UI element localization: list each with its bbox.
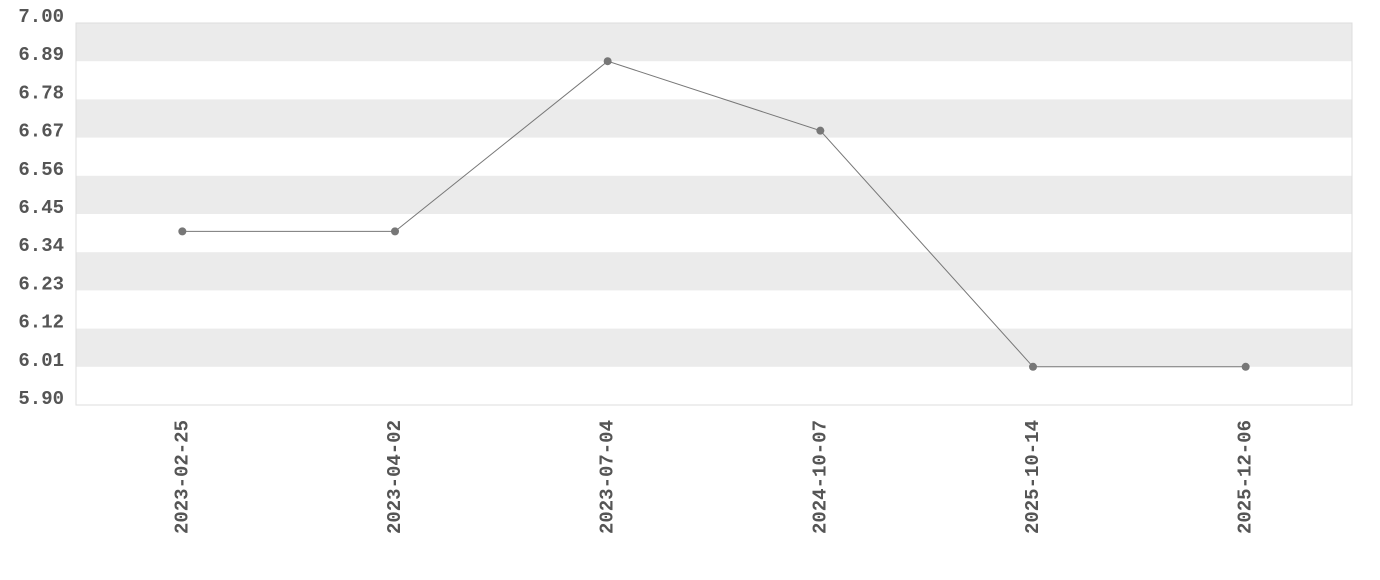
point (391, 227, 399, 236)
x-tick-label: 2023-02-25 (171, 420, 193, 534)
y-tick-label: 6.34 (18, 235, 64, 257)
grid-band (76, 252, 1352, 291)
grid-band (76, 23, 1352, 62)
point (603, 57, 612, 66)
y-tick-label: 6.56 (18, 159, 64, 181)
x-tick-label: 2023-04-02 (384, 420, 406, 534)
y-tick-label: 6.23 (18, 273, 64, 295)
y-tick-label: 6.67 (18, 121, 64, 143)
y-tick-label: 6.12 (18, 312, 64, 334)
point (178, 227, 187, 236)
plot-frame (75, 22, 1353, 406)
line (182, 60, 1246, 368)
grid-band (76, 328, 1352, 367)
point (816, 126, 825, 135)
point (1241, 362, 1250, 371)
y-tick-label: 5.90 (18, 388, 64, 410)
y-tick-label: 7.00 (18, 6, 64, 28)
y-tick-label: 6.45 (18, 197, 64, 219)
y-tick-label: 6.89 (18, 44, 64, 66)
y-tick-label: 6.01 (18, 350, 64, 372)
x-tick-label: 2025-10-14 (1022, 420, 1044, 534)
y-tick-label: 6.78 (18, 82, 64, 104)
x-tick-label: 2024-10-07 (809, 420, 831, 534)
x-tick-label: 2023-07-04 (597, 420, 619, 534)
grid-band (76, 99, 1352, 138)
grid-band (76, 175, 1352, 214)
x-tick-label: 2025-12-06 (1235, 420, 1257, 534)
point (1029, 362, 1037, 371)
